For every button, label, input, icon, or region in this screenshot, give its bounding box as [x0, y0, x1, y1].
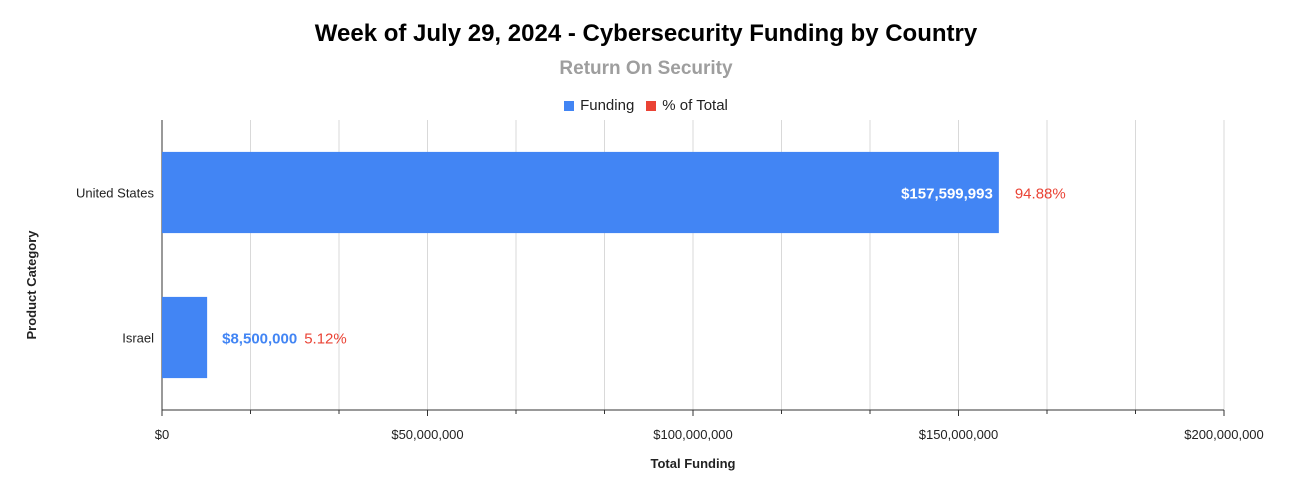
bar-0 — [162, 151, 999, 234]
legend-item-percent: % of Total — [646, 97, 728, 114]
chart-subtitle: Return On Security — [559, 58, 733, 79]
data-label-percent: 5.12% — [304, 331, 347, 348]
legend-label-funding: Funding — [580, 97, 635, 114]
legend-label-percent: % of Total — [662, 97, 728, 114]
x-axis-title: Total Funding — [651, 456, 736, 471]
x-tick-label: $200,000,000 — [1184, 427, 1264, 442]
x-tick-label: $0 — [155, 427, 169, 442]
data-label-funding: $8,500,000 — [222, 331, 297, 348]
legend-swatch-percent — [646, 100, 657, 111]
y-axis-title: Product Category — [24, 230, 39, 340]
legend-swatch-funding — [564, 100, 575, 111]
x-tick-label: $100,000,000 — [653, 427, 733, 442]
legend-item-funding: Funding — [564, 97, 634, 114]
y-tick-label: Israel — [122, 331, 154, 346]
chart-title: Week of July 29, 2024 - Cybersecurity Fu… — [314, 20, 978, 47]
data-label-funding: $157,599,993 — [901, 186, 993, 203]
x-tick-label: $150,000,000 — [919, 427, 999, 442]
bar-1 — [162, 296, 208, 379]
chart-legend: Funding % of Total — [0, 97, 1292, 114]
y-tick-label: United States — [76, 186, 155, 201]
x-tick-label: $50,000,000 — [391, 427, 463, 442]
data-label-percent: 94.88% — [1015, 186, 1066, 203]
